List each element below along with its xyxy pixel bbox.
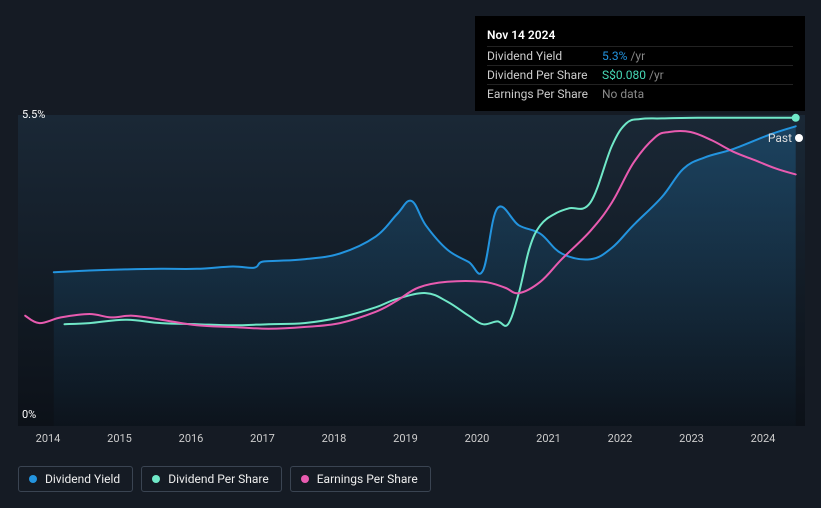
series-end-marker-icon bbox=[792, 114, 800, 122]
legend-item-label: Dividend Per Share bbox=[168, 472, 269, 486]
x-axis-tick: 2014 bbox=[36, 432, 61, 445]
y-axis-min-label: 0% bbox=[22, 408, 36, 421]
x-axis-tick: 2021 bbox=[536, 432, 561, 445]
legend-item[interactable]: Dividend Per Share bbox=[141, 466, 282, 492]
legend-item[interactable]: Earnings Per Share bbox=[290, 466, 431, 492]
x-axis-tick: 2017 bbox=[250, 432, 275, 445]
chart-tooltip: Nov 14 2024 Dividend Yield5.3%/yrDividen… bbox=[475, 16, 805, 111]
tooltip-date: Nov 14 2024 bbox=[487, 24, 793, 46]
y-axis-max-label: 5.5% bbox=[22, 108, 45, 121]
past-text: Past bbox=[768, 131, 792, 145]
tooltip-row: Earnings Per ShareNo data bbox=[487, 84, 793, 103]
legend-item-label: Dividend Yield bbox=[45, 472, 120, 486]
past-label: Past bbox=[768, 131, 803, 145]
x-axis-tick: 2022 bbox=[608, 432, 633, 445]
tooltip-row: Dividend Yield5.3%/yr bbox=[487, 46, 793, 65]
legend-item-label: Earnings Per Share bbox=[317, 472, 418, 486]
legend-item[interactable]: Dividend Yield bbox=[18, 466, 133, 492]
tooltip-row-value: No data bbox=[602, 87, 644, 101]
legend-dot-icon bbox=[152, 475, 160, 483]
legend-dot-icon bbox=[301, 475, 309, 483]
x-axis-tick: 2023 bbox=[679, 432, 704, 445]
past-marker-icon bbox=[795, 134, 803, 142]
x-axis-tick: 2020 bbox=[465, 432, 490, 445]
tooltip-row-label: Earnings Per Share bbox=[487, 87, 602, 101]
x-axis-tick: 2024 bbox=[751, 432, 776, 445]
tooltip-row-label: Dividend Yield bbox=[487, 49, 602, 63]
x-axis-tick: 2015 bbox=[107, 432, 132, 445]
x-axis-tick: 2016 bbox=[179, 432, 204, 445]
legend: Dividend Yield Dividend Per Share Earnings… bbox=[18, 466, 431, 492]
tooltip-row-label: Dividend Per Share bbox=[487, 68, 602, 82]
tooltip-row-value: 5.3%/yr bbox=[602, 49, 645, 63]
x-axis-tick: 2019 bbox=[393, 432, 418, 445]
x-axis: 2014 2015 2016 2017 2018 2019 2020 2021 2022 2023… bbox=[18, 432, 805, 452]
tooltip-row: Dividend Per ShareS$0.080/yr bbox=[487, 65, 793, 84]
tooltip-row-value: S$0.080/yr bbox=[602, 68, 664, 82]
legend-dot-icon bbox=[29, 475, 37, 483]
x-axis-tick: 2018 bbox=[322, 432, 347, 445]
